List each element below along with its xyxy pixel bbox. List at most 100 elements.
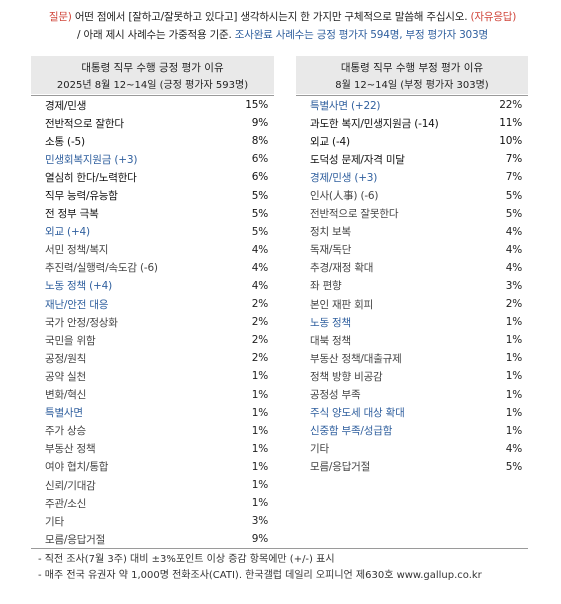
reason-row: 과도한 복지/민생지원금 (-14) 11% bbox=[296, 114, 528, 132]
reason-label: 서민 정책/복지 bbox=[45, 244, 109, 257]
reason-label: 모름/응답거절 bbox=[310, 461, 371, 474]
reason-row: 주관/소신 1% bbox=[31, 494, 274, 512]
reason-row: 대북 정책 1% bbox=[296, 331, 528, 349]
reason-row: 재난/안전 대응 2% bbox=[31, 295, 274, 313]
reason-row: 전 정부 극복 5% bbox=[31, 205, 274, 223]
reason-percent: 1% bbox=[505, 406, 522, 419]
reason-label: 공정/원칙 bbox=[45, 352, 87, 365]
reason-row: 여야 협치/통합 1% bbox=[31, 458, 274, 476]
positive-panel-subtitle: 2025년 8월 12~14일 (긍정 평가자 593명) bbox=[56, 80, 249, 91]
reason-percent: 8% bbox=[251, 135, 268, 148]
reason-row: 주가 상승 1% bbox=[31, 422, 274, 440]
reason-percent: 7% bbox=[505, 171, 522, 184]
reason-row: 추경/재정 확대 4% bbox=[296, 259, 528, 277]
question-prefix: 질문) bbox=[48, 11, 72, 23]
reason-row: 도덕성 문제/자격 미달 7% bbox=[296, 150, 528, 168]
reason-label: 좌 편향 bbox=[310, 280, 342, 293]
open-response-tag: (자유응답) bbox=[470, 11, 517, 23]
reason-row: 외교 (-4) 10% bbox=[296, 132, 528, 150]
reason-label: 도덕성 문제/자격 미달 bbox=[310, 153, 405, 166]
reason-label: 외교 (+4) bbox=[45, 226, 90, 239]
reason-row: 특별사면 1% bbox=[31, 404, 274, 422]
reason-row: 전반적으로 잘못한다 5% bbox=[296, 205, 528, 223]
reason-percent: 5% bbox=[505, 460, 522, 473]
positive-reasons-list: 경제/민생 15% 전반적으로 잘한다 9% 소통 (-5) 8% 민생회복지원금 (+3)… bbox=[31, 95, 274, 548]
reason-percent: 5% bbox=[505, 189, 522, 202]
reason-percent: 4% bbox=[251, 261, 268, 274]
reason-row: 전반적으로 잘한다 9% bbox=[31, 114, 274, 132]
reason-percent: 1% bbox=[505, 424, 522, 437]
reason-row: 기타 3% bbox=[31, 512, 274, 530]
reason-percent: 2% bbox=[251, 316, 268, 329]
reason-percent: 1% bbox=[251, 442, 268, 455]
sample-count-note: 조사완료 사례수는 긍정 평가자 594명, 부정 평가자 303명 bbox=[234, 29, 488, 41]
reason-label: 전반적으로 잘못한다 bbox=[310, 208, 399, 221]
reason-label: 대북 정책 bbox=[310, 334, 351, 347]
reason-percent: 7% bbox=[505, 153, 522, 166]
reason-percent: 2% bbox=[251, 298, 268, 311]
footnote-survey-method: - 매주 전국 유권자 약 1,000명 전화조사(CATI). 한국갤럽 데일… bbox=[38, 570, 482, 581]
reason-percent: 15% bbox=[245, 99, 268, 112]
reason-percent: 2% bbox=[251, 334, 268, 347]
reason-row: 공정성 부족 1% bbox=[296, 386, 528, 404]
negative-reasons-panel: 대통령 직무 수행 부정 평가 이유 8월 12~14일 (부정 평가자 303… bbox=[296, 56, 528, 476]
reason-percent: 4% bbox=[505, 261, 522, 274]
question-text: 질문) 어떤 점에서 [잘하고/잘못하고 있다고] 생각하시는지 한 가지만 구… bbox=[10, 8, 555, 44]
reason-label: 정책 방향 비공감 bbox=[310, 370, 383, 383]
reason-label: 인사(人事) (-6) bbox=[310, 190, 379, 203]
reason-row: 부동산 정책 1% bbox=[31, 440, 274, 458]
reason-label: 신중함 부족/성급함 bbox=[310, 425, 393, 438]
reason-row: 경제/민생 (+3) 7% bbox=[296, 168, 528, 186]
reason-row: 정치 보복 4% bbox=[296, 223, 528, 241]
reason-label: 기타 bbox=[45, 515, 64, 528]
reason-label: 주가 상승 bbox=[45, 425, 86, 438]
reason-row: 신중함 부족/성급함 1% bbox=[296, 422, 528, 440]
negative-panel-header: 대통령 직무 수행 부정 평가 이유 8월 12~14일 (부정 평가자 303… bbox=[296, 56, 528, 94]
reason-percent: 5% bbox=[505, 207, 522, 220]
reason-label: 기타 bbox=[310, 443, 329, 456]
positive-panel-title: 대통령 직무 수행 긍정 평가 이유 bbox=[81, 62, 224, 74]
reason-row: 모름/응답거절 5% bbox=[296, 458, 528, 476]
reason-percent: 5% bbox=[251, 189, 268, 202]
reason-percent: 11% bbox=[499, 117, 522, 130]
reason-percent: 9% bbox=[251, 117, 268, 130]
negative-panel-subtitle: 8월 12~14일 (부정 평가자 303명) bbox=[335, 80, 489, 91]
positive-panel-header: 대통령 직무 수행 긍정 평가 이유 2025년 8월 12~14일 (긍정 평… bbox=[31, 56, 274, 94]
reason-label: 추진력/실행력/속도감 (-6) bbox=[45, 262, 158, 275]
reason-percent: 1% bbox=[505, 388, 522, 401]
reason-label: 정치 보복 bbox=[310, 226, 351, 239]
reason-row: 노동 정책 (+4) 4% bbox=[31, 277, 274, 295]
reason-percent: 3% bbox=[505, 279, 522, 292]
reason-label: 전 정부 극복 bbox=[45, 208, 99, 221]
reason-percent: 1% bbox=[251, 479, 268, 492]
reason-label: 국가 안정/정상화 bbox=[45, 316, 118, 329]
reason-label: 민생회복지원금 (+3) bbox=[45, 153, 138, 166]
reason-percent: 4% bbox=[251, 243, 268, 256]
reason-percent: 9% bbox=[251, 533, 268, 546]
reason-label: 노동 정책 bbox=[310, 316, 351, 329]
reason-percent: 10% bbox=[499, 135, 522, 148]
reason-row: 신뢰/기대감 1% bbox=[31, 476, 274, 494]
negative-panel-title: 대통령 직무 수행 부정 평가 이유 bbox=[340, 62, 484, 74]
reason-label: 외교 (-4) bbox=[310, 135, 350, 148]
footnote-change-marker: - 직전 조사(7월 3주) 대비 ±3%포인트 이상 증감 항목에만 (+/-… bbox=[38, 554, 335, 565]
reason-label: 부동산 정책/대출규제 bbox=[310, 352, 402, 365]
reason-percent: 2% bbox=[505, 298, 522, 311]
reason-percent: 1% bbox=[505, 334, 522, 347]
reason-percent: 5% bbox=[251, 225, 268, 238]
reason-percent: 1% bbox=[505, 370, 522, 383]
reason-percent: 1% bbox=[251, 497, 268, 510]
reason-row: 좌 편향 3% bbox=[296, 277, 528, 295]
reason-row: 경제/민생 15% bbox=[31, 96, 274, 114]
reason-label: 주관/소신 bbox=[45, 497, 87, 510]
reason-row: 특별사면 (+22) 22% bbox=[296, 96, 528, 114]
reason-row: 정책 방향 비공감 1% bbox=[296, 367, 528, 385]
reason-row: 기타 4% bbox=[296, 440, 528, 458]
reason-row: 독재/독단 4% bbox=[296, 241, 528, 259]
reason-row: 국가 안정/정상화 2% bbox=[31, 313, 274, 331]
reason-percent: 5% bbox=[251, 207, 268, 220]
positive-reasons-panel: 대통령 직무 수행 긍정 평가 이유 2025년 8월 12~14일 (긍정 평… bbox=[31, 56, 274, 548]
reason-label: 재난/안전 대응 bbox=[45, 298, 109, 311]
reason-percent: 1% bbox=[505, 352, 522, 365]
reason-row: 모름/응답거절 9% bbox=[31, 530, 274, 548]
